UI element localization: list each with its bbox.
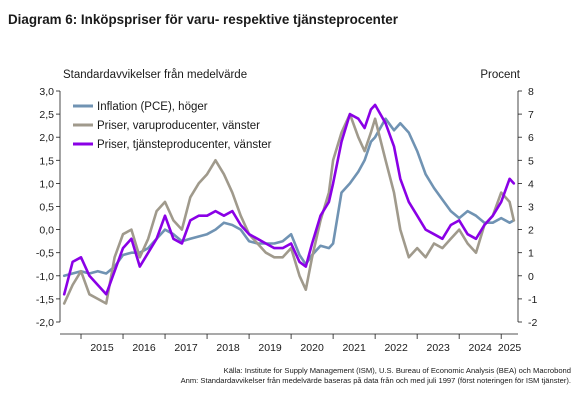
source-note: Källa: Institute for Supply Management (… — [223, 366, 571, 375]
right-tick-label: 3 — [528, 202, 534, 214]
left-tick-label: 0,5 — [39, 202, 54, 214]
x-tick-label: 2018 — [216, 342, 240, 354]
right-tick-label: -1 — [528, 294, 537, 306]
x-tick-label: 2022 — [384, 342, 408, 354]
x-tick-label: 2019 — [258, 342, 282, 354]
chart-title: Diagram 6: Inköpspriser för varu- respek… — [8, 12, 398, 27]
left-tick-label: -1,0 — [36, 271, 54, 283]
right-tick-label: -2 — [528, 317, 537, 329]
series-line-2 — [62, 112, 516, 305]
left-tick-label: 2,5 — [39, 109, 54, 121]
x-tick-label: 2025 — [498, 342, 522, 354]
right-tick-label: 7 — [528, 109, 534, 121]
right-axis-label: Procent — [480, 69, 520, 81]
right-tick-label: 6 — [528, 132, 534, 144]
right-tick-label: 5 — [528, 155, 534, 167]
left-tick-label: 3,0 — [39, 86, 54, 98]
x-tick-label: 2017 — [174, 342, 198, 354]
right-tick-label: 4 — [528, 178, 534, 190]
x-tick-label: 2020 — [300, 342, 324, 354]
right-tick-label: 2 — [528, 225, 534, 237]
x-tick-label: 2016 — [132, 342, 156, 354]
series-line-3 — [62, 103, 516, 296]
left-axis-label: Standardavvikelser från medelvärde — [63, 69, 247, 81]
left-tick-label: 1,5 — [39, 155, 54, 167]
left-tick-label: 1,0 — [39, 178, 54, 190]
legend-label-3: Priser, tjänsteproducenter, vänster — [97, 139, 272, 151]
legend-label-1: Inflation (PCE), höger — [97, 101, 208, 113]
right-tick-label: 8 — [528, 86, 534, 98]
left-tick-label: -2,0 — [36, 317, 54, 329]
left-tick-label: -0,5 — [36, 248, 54, 260]
left-tick-label: 0,0 — [39, 225, 54, 237]
right-tick-label: 1 — [528, 248, 534, 260]
x-tick-label: 2021 — [342, 342, 366, 354]
method-note: Anm: Standardavvikelser från medelvärde … — [180, 376, 571, 385]
legend-label-2: Priser, varuproducenter, vänster — [97, 120, 260, 132]
right-tick-label: 0 — [528, 271, 534, 283]
left-tick-label: 2,0 — [39, 132, 54, 144]
x-tick-label: 2023 — [426, 342, 450, 354]
x-tick-label: 2024 — [469, 342, 493, 354]
left-tick-label: -1,5 — [36, 294, 54, 306]
x-tick-label: 2015 — [90, 342, 114, 354]
